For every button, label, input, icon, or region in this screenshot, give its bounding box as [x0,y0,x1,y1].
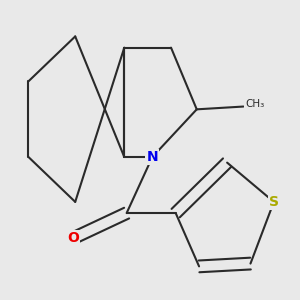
Text: S: S [269,195,279,209]
Text: O: O [67,231,79,245]
Text: CH₃: CH₃ [245,99,264,109]
Text: N: N [146,150,158,164]
